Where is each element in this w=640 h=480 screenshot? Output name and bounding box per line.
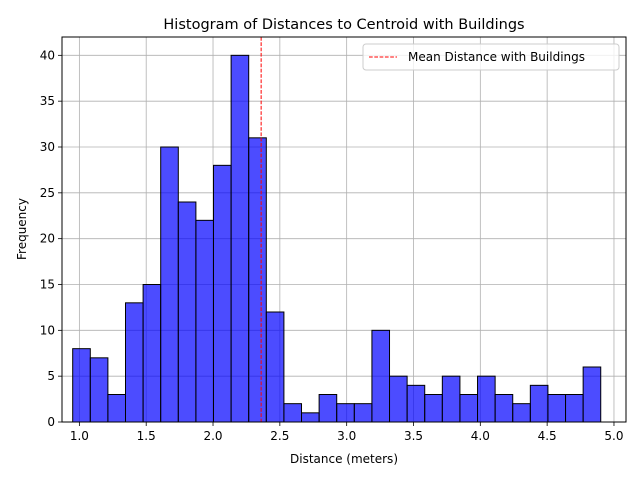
y-tick-label: 30	[40, 140, 55, 154]
x-tick-label: 3.5	[404, 429, 423, 443]
histogram-bar	[547, 394, 567, 423]
histogram-bar	[89, 357, 109, 423]
histogram-bar	[213, 164, 232, 423]
histogram-bar	[283, 403, 303, 423]
y-tick-label: 10	[40, 323, 55, 337]
y-axis-ticks: 0 5 10 15 20 25 30 35 40	[40, 48, 62, 429]
histogram-bar	[582, 366, 602, 423]
x-tick-label: 2.5	[270, 429, 289, 443]
y-tick-label: 0	[47, 415, 55, 429]
histogram-bar	[459, 394, 479, 423]
histogram-bar	[477, 375, 496, 423]
histogram-bar	[124, 302, 144, 423]
histogram-bar	[406, 384, 426, 423]
histogram-bar	[248, 137, 267, 423]
histogram-bar	[72, 348, 91, 423]
x-tick-label: 4.5	[538, 429, 557, 443]
x-tick-label: 1.5	[137, 429, 156, 443]
chart-title: Histogram of Distances to Centroid with …	[163, 17, 524, 33]
x-tick-label: 4.0	[471, 429, 490, 443]
x-tick-label: 2.0	[203, 429, 222, 443]
x-tick-label: 5.0	[604, 429, 623, 443]
histogram-bar	[389, 375, 408, 423]
y-tick-label: 15	[40, 278, 55, 292]
histogram-bar	[565, 394, 584, 423]
x-tick-label: 1.0	[70, 429, 89, 443]
histogram-bar	[353, 403, 373, 423]
histogram-bar	[177, 201, 197, 423]
y-tick-label: 40	[40, 48, 55, 62]
histogram-bar	[529, 384, 549, 423]
histogram-bar	[160, 146, 179, 423]
legend: Mean Distance with Buildings	[362, 43, 620, 71]
histogram-bar	[107, 394, 126, 423]
histogram-bar	[336, 403, 355, 423]
y-tick-label: 20	[40, 232, 55, 246]
histogram-bar	[265, 311, 285, 423]
y-tick-label: 35	[40, 94, 55, 108]
histogram-bar	[494, 394, 514, 423]
histogram-bar	[318, 394, 338, 423]
plot-frame	[61, 36, 627, 423]
histogram-bar	[371, 329, 391, 423]
legend-mean-label: Mean Distance with Buildings	[408, 50, 585, 64]
y-axis-label: Frequency	[15, 198, 29, 260]
histogram-bar	[195, 219, 215, 423]
x-axis-ticks: 1.0 1.5 2.0 2.5 3.0 3.5 4.0 4.5 5.0	[70, 422, 624, 443]
y-tick-label: 5	[47, 369, 55, 383]
legend-box	[362, 43, 620, 71]
histogram-bar	[424, 394, 443, 423]
histogram-bar	[301, 412, 320, 423]
histogram-bar	[512, 403, 531, 423]
x-axis-label: Distance (meters)	[290, 452, 398, 466]
histogram-bar	[441, 375, 461, 423]
histogram-bar	[230, 54, 250, 423]
histogram-bar	[142, 284, 162, 423]
y-tick-label: 25	[40, 186, 55, 200]
x-tick-label: 3.0	[337, 429, 356, 443]
